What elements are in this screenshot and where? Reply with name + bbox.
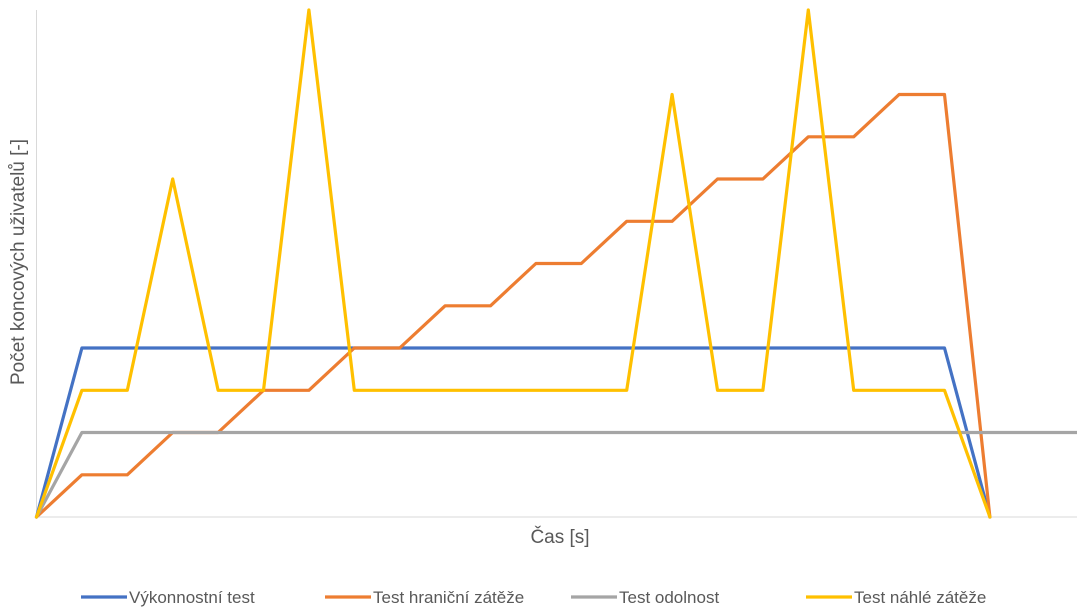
axes (36, 10, 1077, 518)
legend-item-4: Test náhlé zátěže (806, 588, 986, 607)
legend-label: Test náhlé zátěže (854, 588, 986, 607)
legend-label: Test hraniční zátěže (373, 588, 524, 607)
legend-item-3: Test odolnost (571, 588, 719, 607)
y-axis-title: Počet koncových uživatelů [-] (8, 139, 29, 385)
series-line-2 (34, 92, 992, 519)
series-layer (34, 8, 1077, 519)
legend-label: Výkonnostní test (129, 588, 255, 607)
legend-item-2: Test hraniční zátěže (325, 588, 524, 607)
legend-label: Test odolnost (619, 588, 719, 607)
series-line-4 (34, 8, 992, 519)
series-line-3 (34, 430, 1077, 519)
legend: Výkonnostní test Test hraniční zátěže Test… (81, 588, 986, 607)
legend-item-1: Výkonnostní test (81, 588, 255, 607)
x-axis-title: Čas [s] (530, 526, 589, 548)
